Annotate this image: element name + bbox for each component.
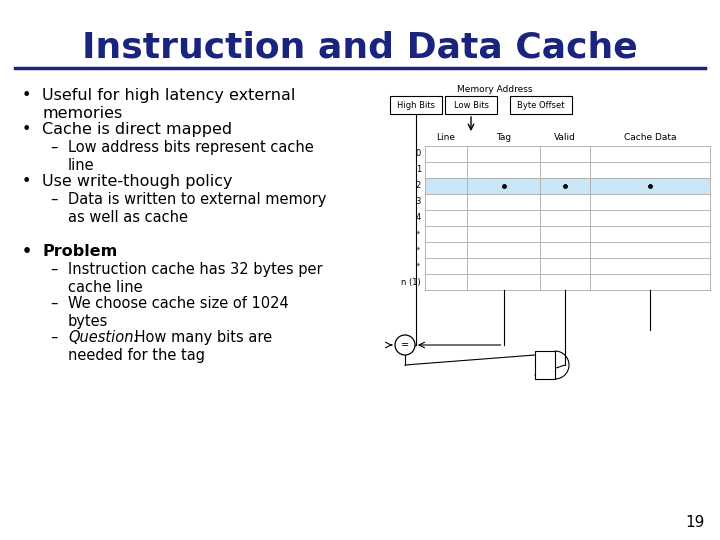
Text: Byte Offset: Byte Offset — [517, 100, 564, 110]
Text: needed for the tag: needed for the tag — [68, 348, 205, 363]
Text: –: – — [50, 192, 58, 207]
Text: –: – — [50, 140, 58, 155]
Text: 2: 2 — [415, 181, 421, 191]
Text: –: – — [50, 296, 58, 311]
Text: 19: 19 — [685, 515, 705, 530]
Circle shape — [395, 335, 415, 355]
Bar — [445, 96, 497, 114]
Text: Data is written to external memory: Data is written to external memory — [68, 192, 326, 207]
Text: Low Bits: Low Bits — [454, 100, 488, 110]
Bar — [510, 96, 572, 114]
Text: Cache Data: Cache Data — [624, 133, 676, 142]
Text: •: • — [22, 174, 32, 189]
Text: Use write-though policy: Use write-though policy — [42, 174, 233, 189]
Text: bytes: bytes — [68, 314, 109, 329]
Text: Line: Line — [436, 133, 456, 142]
Text: Cache is direct mapped: Cache is direct mapped — [42, 122, 232, 137]
Text: Useful for high latency external: Useful for high latency external — [42, 88, 295, 103]
Text: •: • — [22, 122, 32, 137]
Text: •: • — [416, 230, 421, 239]
Text: as well as cache: as well as cache — [68, 210, 188, 225]
Text: line: line — [68, 158, 94, 173]
Text: Instruction and Data Cache: Instruction and Data Cache — [82, 30, 638, 64]
Text: Question:: Question: — [68, 330, 138, 345]
Text: Problem: Problem — [42, 244, 117, 259]
Text: High Bits: High Bits — [397, 100, 435, 110]
Text: 4: 4 — [415, 213, 421, 222]
Text: n (1): n (1) — [401, 278, 421, 287]
Text: cache line: cache line — [68, 280, 143, 295]
Text: Valid: Valid — [554, 133, 576, 142]
Text: –: – — [50, 330, 58, 345]
Text: =: = — [401, 340, 409, 350]
Text: •: • — [416, 261, 421, 271]
Text: •: • — [22, 88, 32, 103]
Text: •: • — [416, 246, 421, 254]
Text: We choose cache size of 1024: We choose cache size of 1024 — [68, 296, 289, 311]
Text: •: • — [22, 244, 32, 259]
Text: 1: 1 — [415, 165, 421, 174]
Bar — [390, 96, 442, 114]
Text: How many bits are: How many bits are — [130, 330, 272, 345]
Text: Low address bits represent cache: Low address bits represent cache — [68, 140, 314, 155]
Text: Tag: Tag — [496, 133, 511, 142]
Text: –: – — [50, 262, 58, 277]
Text: Memory Address: Memory Address — [457, 85, 533, 94]
Bar — [425, 178, 710, 194]
Text: memories: memories — [42, 106, 122, 121]
Bar — [535, 351, 555, 379]
Text: 3: 3 — [415, 198, 421, 206]
Text: 0: 0 — [415, 150, 421, 159]
Text: Instruction cache has 32 bytes per: Instruction cache has 32 bytes per — [68, 262, 323, 277]
